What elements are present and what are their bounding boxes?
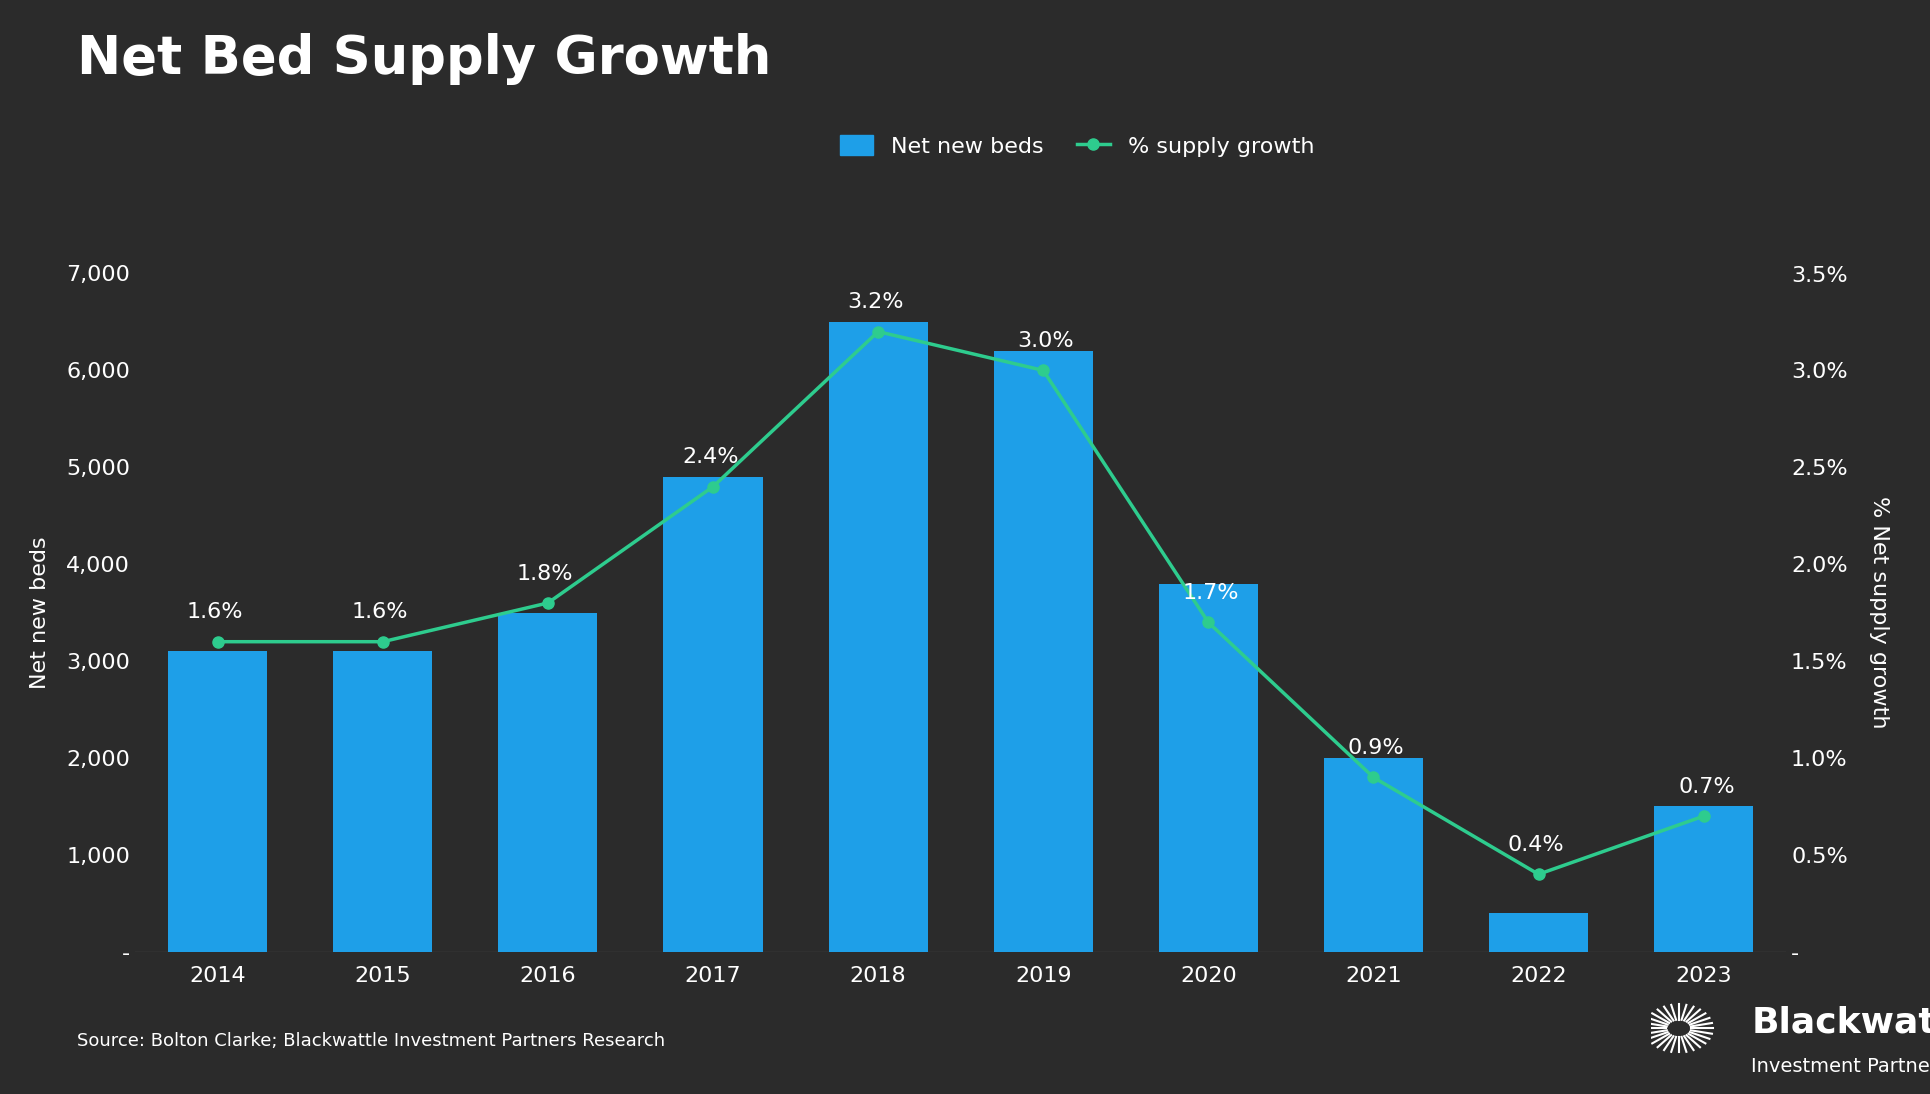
Bar bbox=[168, 651, 266, 952]
Bar bbox=[1488, 913, 1586, 952]
Bar bbox=[1324, 758, 1422, 952]
Text: 1.7%: 1.7% bbox=[1183, 583, 1239, 603]
Text: 1.8%: 1.8% bbox=[517, 563, 573, 583]
Y-axis label: Net new beds: Net new beds bbox=[29, 536, 50, 689]
Bar bbox=[828, 322, 926, 952]
Text: 0.7%: 0.7% bbox=[1677, 777, 1733, 796]
Bar bbox=[1158, 583, 1256, 952]
Text: Blackwattle: Blackwattle bbox=[1751, 1005, 1930, 1040]
Text: 0.9%: 0.9% bbox=[1347, 738, 1403, 758]
Y-axis label: % Net supply growth: % Net supply growth bbox=[1868, 497, 1888, 729]
Bar bbox=[498, 613, 596, 952]
Text: 0.4%: 0.4% bbox=[1507, 835, 1563, 854]
Text: 3.2%: 3.2% bbox=[847, 292, 903, 312]
Bar bbox=[664, 477, 762, 952]
Bar bbox=[334, 651, 432, 952]
Text: 1.6%: 1.6% bbox=[351, 603, 407, 622]
Text: 3.0%: 3.0% bbox=[1017, 331, 1073, 351]
Text: Investment Partners: Investment Partners bbox=[1751, 1057, 1930, 1076]
Text: 1.6%: 1.6% bbox=[187, 603, 243, 622]
Legend: Net new beds, % supply growth: Net new beds, % supply growth bbox=[840, 136, 1314, 156]
Text: Net Bed Supply Growth: Net Bed Supply Growth bbox=[77, 33, 772, 85]
Bar bbox=[994, 351, 1092, 952]
Bar bbox=[1654, 806, 1752, 952]
Text: Source: Bolton Clarke; Blackwattle Investment Partners Research: Source: Bolton Clarke; Blackwattle Inves… bbox=[77, 1033, 666, 1050]
Text: 2.4%: 2.4% bbox=[681, 447, 737, 467]
